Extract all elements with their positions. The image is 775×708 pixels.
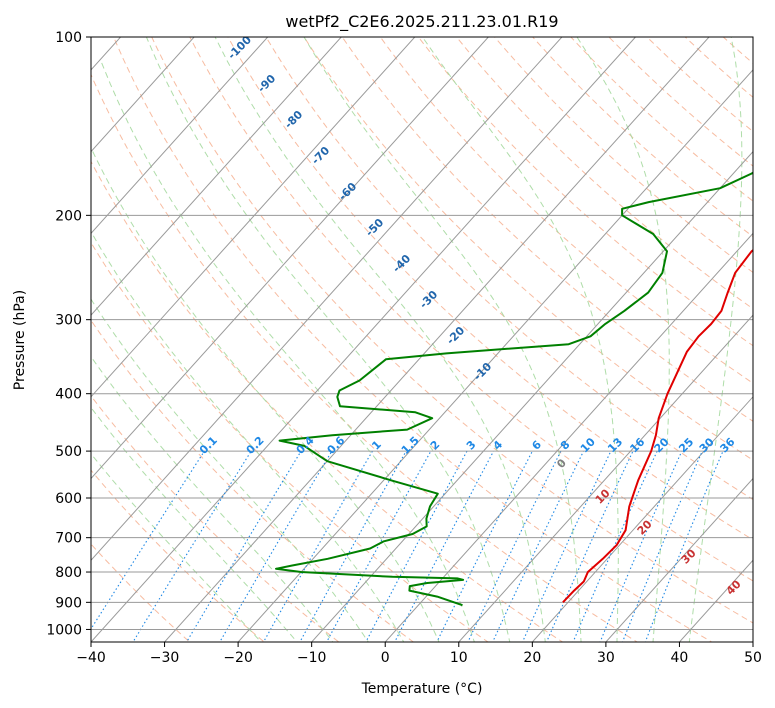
dry-adiabat: [91, 395, 340, 642]
x-axis-label: Temperature (°C): [361, 681, 483, 697]
mixing-ratio-line: [621, 450, 703, 642]
mixing-ratio-line: [326, 450, 432, 642]
isotherm-line: [91, 37, 342, 316]
dry-adiabat: [493, 37, 753, 274]
mixing-ratio-line: [521, 450, 612, 642]
mixing-ratio-line: [436, 450, 533, 642]
mixing-ratio-line: [545, 450, 634, 642]
dry-adiabat: [151, 37, 753, 624]
dry-adiabat: [608, 37, 753, 167]
moist-adiabat: [688, 37, 743, 642]
dry-adiabat: [227, 37, 753, 541]
y-tick-label: 300: [55, 313, 82, 329]
mixing-ratio-line: [219, 450, 333, 642]
x-tick-label: 20: [523, 650, 541, 666]
dry-adiabat: [379, 37, 753, 384]
y-tick-label: 500: [55, 444, 82, 460]
isotherm-line: [0, 24, 59, 654]
x-tick-label: −40: [76, 650, 106, 666]
dry-adiabat: [91, 543, 191, 642]
mixing-ratio-line: [467, 450, 562, 642]
moist-adiabat: [100, 61, 475, 642]
plot-frame: [90, 36, 754, 643]
y-tick-label: 600: [55, 491, 82, 507]
moist-adiabat: [214, 37, 546, 642]
isotherm-line: [91, 37, 195, 153]
y-tick-label: 900: [55, 595, 82, 611]
dry-adiabat: [91, 160, 564, 642]
moist-adiabat: [91, 355, 334, 642]
isotherm-line: [91, 37, 269, 235]
dry-adiabat: [417, 37, 753, 347]
isotherm-line: [531, 396, 753, 642]
x-tick-label: −10: [297, 650, 327, 666]
mixing-ratio-line: [599, 450, 683, 642]
y-tick-label: 200: [55, 208, 82, 224]
isotherm-line: [458, 314, 753, 642]
mixing-ratio-line: [262, 450, 373, 642]
mixing-ratio-line: [91, 450, 205, 630]
mixing-ratio-line: [644, 450, 724, 642]
mixing-ratio-line: [299, 450, 407, 642]
dry-adiabat: [113, 37, 713, 642]
x-tick-label: 50: [744, 650, 762, 666]
y-axis-label: Pressure (hPa): [12, 290, 28, 390]
moist-adiabat: [576, 37, 670, 642]
isotherm-line: [91, 37, 563, 562]
x-tick-label: 40: [671, 650, 689, 666]
dewpoint-profile: [275, 171, 753, 607]
isotherm-line: [384, 232, 753, 642]
chart-title: wetPf2_C2E6.2025.211.23.01.R19: [285, 12, 558, 32]
x-tick-label: 30: [597, 650, 615, 666]
y-tick-label: 100: [55, 30, 82, 46]
dry-adiabat: [341, 37, 753, 422]
isotherm-line: [91, 37, 416, 398]
y-tick-label: 400: [55, 387, 82, 403]
isotherm-line: [163, 37, 710, 642]
y-tick-label: 700: [55, 531, 82, 547]
x-tick-label: −30: [150, 650, 180, 666]
y-tick-label: 1000: [46, 622, 82, 638]
moist-adiabat: [91, 406, 298, 642]
isotherm-line: [91, 37, 637, 642]
isotherm-line: [237, 69, 753, 642]
moist-adiabat: [91, 298, 369, 642]
temperature-profile: [562, 248, 753, 603]
y-tick-label: 800: [55, 565, 82, 581]
isotherm-line: [91, 37, 490, 480]
isotherm-line: [605, 477, 753, 642]
moist-adiabat: [91, 146, 440, 642]
x-tick-label: 10: [450, 650, 468, 666]
dry-adiabat: [91, 319, 415, 642]
moist-adiabat: [421, 37, 619, 642]
dry-adiabat: [91, 73, 639, 642]
mixing-ratio-line: [572, 450, 658, 642]
x-tick-label: −20: [223, 650, 253, 666]
moist-adiabat: [303, 37, 582, 642]
mixing-ratio-line: [186, 450, 302, 642]
mixing-ratio-line: [492, 450, 585, 642]
dry-adiabat: [532, 37, 753, 238]
dry-adiabat: [646, 37, 753, 133]
x-tick-label: 0: [381, 650, 390, 666]
dry-adiabat: [91, 241, 489, 642]
moist-adiabat: [91, 452, 262, 642]
dry-adiabat: [570, 37, 753, 202]
